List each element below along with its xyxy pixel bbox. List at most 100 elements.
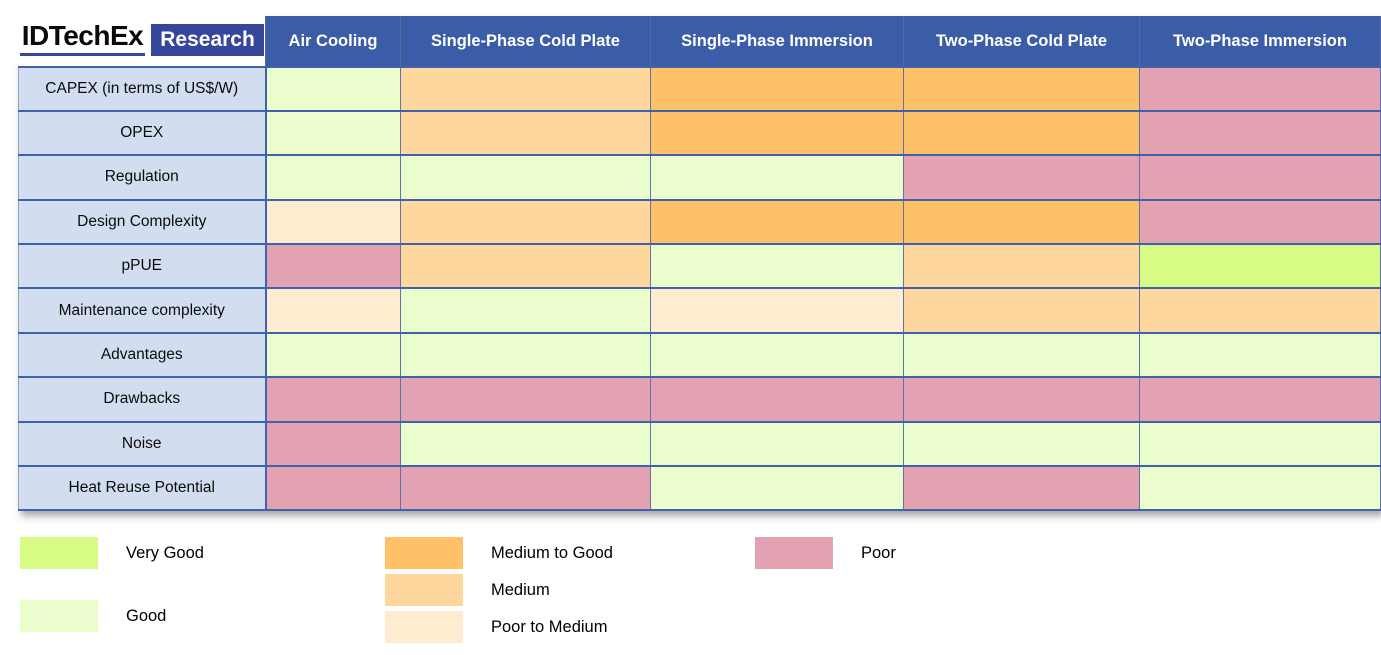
matrix-cell — [265, 420, 401, 468]
table-row: Maintenance complexity — [18, 287, 1381, 334]
legend-swatch-poor — [755, 537, 833, 569]
matrix-cell — [400, 243, 651, 290]
row-label: Design Complexity — [18, 198, 267, 246]
matrix-cell — [265, 331, 401, 379]
matrix-cell — [903, 376, 1140, 423]
table-body: CAPEX (in terms of US$/W) OPEX Regulation D… — [18, 65, 1381, 512]
matrix-cell — [903, 198, 1140, 246]
table-row: Regulation — [18, 154, 1381, 201]
legend-label: Medium to Good — [491, 543, 613, 562]
matrix-cell — [1139, 65, 1381, 112]
table-row: Advantages — [18, 331, 1381, 379]
legend-group: Poor — [755, 537, 896, 569]
matrix-cell — [903, 243, 1140, 290]
matrix-cell — [1139, 420, 1381, 468]
matrix-cell — [400, 109, 651, 157]
matrix-cell — [400, 198, 651, 246]
matrix-cell — [650, 465, 904, 512]
matrix-cell — [903, 420, 1140, 468]
row-label: OPEX — [18, 109, 267, 157]
table-row: Heat Reuse Potential — [18, 465, 1381, 512]
matrix-cell — [265, 154, 401, 201]
logo-research-badge: Research — [151, 24, 264, 56]
row-label: Maintenance complexity — [18, 287, 267, 334]
legend-item: Very Good — [20, 537, 204, 569]
legend-swatch-good — [20, 600, 98, 632]
table-row: OPEX — [18, 109, 1381, 157]
table-row: Noise — [18, 420, 1381, 468]
matrix-cell — [1139, 109, 1381, 157]
idtechex-logo: IDTechEx Research — [19, 22, 266, 60]
legend-label: Medium — [491, 580, 550, 599]
matrix-cell — [400, 420, 651, 468]
legend-label: Poor to Medium — [491, 617, 608, 636]
matrix-cell — [400, 465, 651, 512]
comparison-table: IDTechEx Research Air Cooling Single-Phas… — [18, 16, 1381, 512]
matrix-cell — [650, 243, 904, 290]
legend-swatch-medium — [385, 574, 463, 606]
logo-cell: IDTechEx Research — [18, 16, 266, 67]
table-row: Drawbacks — [18, 376, 1381, 423]
matrix-cell — [265, 243, 401, 290]
legend-item: Poor — [755, 537, 896, 569]
matrix-cell — [903, 154, 1140, 201]
matrix-cell — [903, 331, 1140, 379]
matrix-cell — [1139, 287, 1381, 334]
matrix-cell — [650, 376, 904, 423]
column-header: Single-Phase Immersion — [650, 16, 904, 68]
matrix-cell — [400, 65, 651, 112]
column-header: Air Cooling — [265, 16, 401, 68]
legend-item: Medium — [385, 574, 613, 606]
matrix-cell — [265, 109, 401, 157]
matrix-cell — [903, 109, 1140, 157]
table-row: Design Complexity — [18, 198, 1381, 246]
legend-item: Good — [20, 600, 204, 632]
legend-item: Poor to Medium — [385, 611, 613, 643]
column-header: Two-Phase Immersion — [1139, 16, 1381, 68]
row-label: Noise — [18, 420, 267, 468]
matrix-cell — [265, 198, 401, 246]
legend-swatch-medium_to_good — [385, 537, 463, 569]
matrix-cell — [650, 287, 904, 334]
legend-label: Poor — [861, 543, 896, 562]
matrix-cell — [265, 65, 401, 112]
matrix-cell — [400, 287, 651, 334]
legend-item: Medium to Good — [385, 537, 613, 569]
matrix-cell — [1139, 465, 1381, 512]
matrix-cell — [400, 331, 651, 379]
table-row: CAPEX (in terms of US$/W) — [18, 65, 1381, 112]
column-header: Two-Phase Cold Plate — [903, 16, 1140, 68]
matrix-cell — [1139, 243, 1381, 290]
matrix-cell — [265, 287, 401, 334]
matrix-cell — [400, 376, 651, 423]
row-label: Heat Reuse Potential — [18, 465, 267, 512]
legend-group: Medium to Good Medium Poor to Medium — [385, 537, 613, 643]
matrix-cell — [650, 65, 904, 112]
matrix-cell — [1139, 376, 1381, 423]
matrix-cell — [903, 65, 1140, 112]
matrix-cell — [903, 287, 1140, 334]
logo-brand-text: IDTechEx — [19, 22, 146, 56]
header-row: IDTechEx Research Air Cooling Single-Phas… — [18, 16, 1381, 68]
matrix-cell — [650, 109, 904, 157]
matrix-cell — [650, 331, 904, 379]
legend-label: Good — [126, 606, 167, 625]
legend-swatch-poor_to_medium — [385, 611, 463, 643]
matrix-cell — [1139, 154, 1381, 201]
matrix-cell — [265, 465, 401, 512]
matrix-cell — [903, 465, 1140, 512]
matrix-cell — [1139, 331, 1381, 379]
row-label: pPUE — [18, 243, 267, 290]
matrix-cell — [650, 198, 904, 246]
legend-swatch-very_good — [20, 537, 98, 569]
row-label: Advantages — [18, 331, 267, 379]
row-label: CAPEX (in terms of US$/W) — [18, 65, 267, 112]
legend-label: Very Good — [126, 543, 204, 562]
matrix-cell — [650, 420, 904, 468]
matrix-cell — [1139, 198, 1381, 246]
matrix-cell — [400, 154, 651, 201]
legend: Very Good Good Medium to Good Medium Poor to… — [0, 537, 1381, 647]
column-header: Single-Phase Cold Plate — [400, 16, 651, 68]
row-label: Drawbacks — [18, 376, 267, 423]
